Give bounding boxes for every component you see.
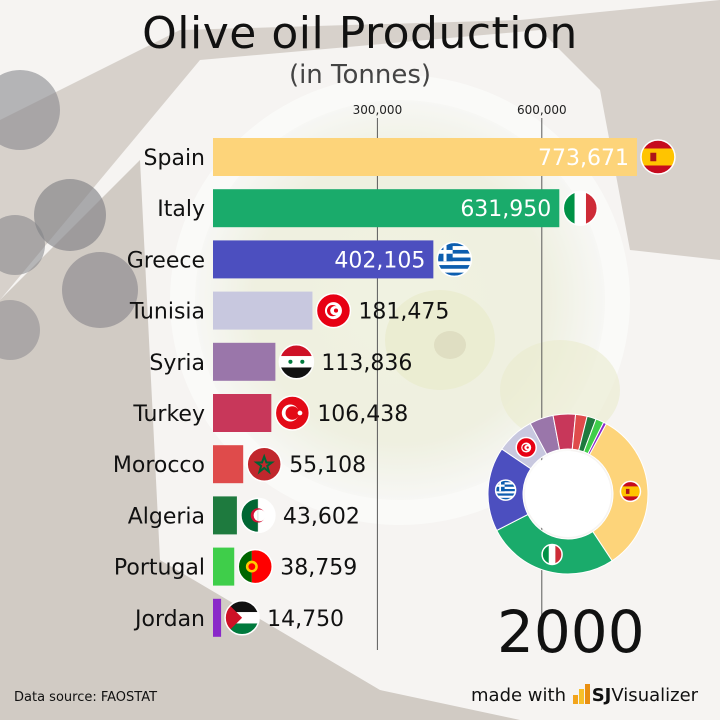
- jordan-flag-icon: [224, 600, 260, 636]
- italy-flag-icon: [562, 190, 599, 226]
- bar-greece: [213, 240, 434, 279]
- chart-title: Olive oil Production: [142, 8, 578, 59]
- bar-tunisia: [213, 291, 313, 330]
- year-label: 2000: [497, 598, 645, 666]
- italy-flag-icon: [541, 543, 563, 566]
- bar-value-label: 38,759: [280, 556, 357, 581]
- algeria-flag-icon: [240, 497, 276, 534]
- syria-flag-icon: [278, 344, 315, 380]
- bar-value-label: 631,950: [460, 197, 551, 222]
- bar-syria: [213, 342, 276, 381]
- made-with-text: made with: [471, 685, 566, 706]
- bar-category-label: Morocco: [113, 453, 205, 478]
- bar-portugal: [213, 547, 235, 586]
- greece-flag-icon: [436, 241, 473, 278]
- x-tick-label: 600,000: [517, 103, 567, 117]
- spain-flag-icon: [619, 480, 642, 503]
- donut-chart: [487, 413, 649, 575]
- bar-jordan: [213, 598, 222, 637]
- bar-spain: [213, 138, 637, 176]
- donut-slice-spain: [588, 423, 649, 562]
- brand-visualizer: Visualizer: [611, 685, 699, 706]
- sjvisualizer-logo-icon: [572, 683, 592, 710]
- bar-morocco: [213, 445, 244, 484]
- bar-category-label: Portugal: [114, 556, 205, 581]
- bar-value-label: 773,671: [538, 146, 629, 171]
- bar-value-label: 106,438: [317, 402, 408, 427]
- made-with-credit: made with SJVisualizer: [471, 683, 698, 710]
- data-source-label: Data source: FAOSTAT: [14, 690, 158, 705]
- bar-category-label: Greece: [127, 248, 205, 273]
- turkey-flag-icon: [274, 395, 311, 431]
- x-tick-label: 300,000: [353, 103, 403, 117]
- bar-value-label: 43,602: [283, 504, 360, 529]
- bar-value-label: 402,105: [334, 248, 425, 273]
- bar-value-label: 113,836: [321, 351, 412, 376]
- donut-hole: [525, 451, 611, 537]
- tunisia-flag-icon: [515, 436, 537, 459]
- bar-category-label: Tunisia: [129, 300, 205, 325]
- bar-value-label: 14,750: [267, 607, 344, 632]
- donut-slice-jordan: [587, 421, 608, 456]
- bar-value-label: 55,108: [289, 453, 366, 478]
- bar-category-label: Turkey: [132, 402, 205, 427]
- portugal-flag-icon: [237, 548, 273, 585]
- bar-algeria: [213, 496, 237, 535]
- brand-sj: SJ: [591, 685, 612, 706]
- bar-category-label: Spain: [144, 146, 205, 171]
- bar-category-label: Syria: [149, 351, 205, 376]
- spain-flag-icon: [640, 139, 676, 175]
- bar-category-label: Italy: [157, 197, 205, 222]
- bar-italy: [213, 189, 560, 228]
- bar-category-label: Algeria: [128, 504, 205, 529]
- morocco-flag-icon: [246, 446, 282, 482]
- bar-turkey: [213, 394, 272, 432]
- greece-flag-icon: [494, 479, 517, 501]
- tunisia-flag-icon: [315, 292, 352, 329]
- bar-value-label: 181,475: [358, 300, 449, 325]
- chart-subtitle: (in Tonnes): [288, 60, 432, 90]
- bar-category-label: Jordan: [133, 607, 205, 632]
